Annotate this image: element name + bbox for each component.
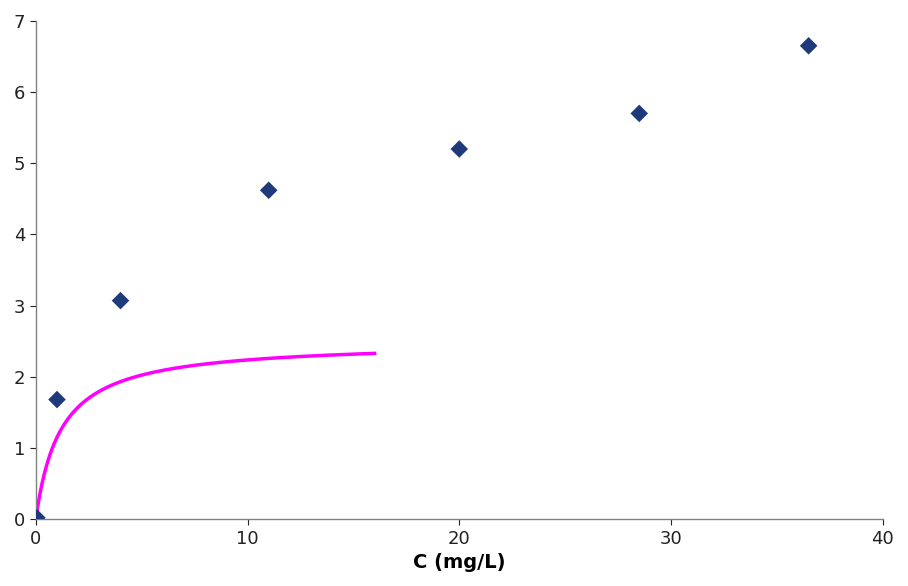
Point [30,513,44,522]
Point [262,186,276,195]
Point [50,395,64,404]
Point [802,41,816,50]
Point [452,144,467,154]
Point [632,109,646,118]
X-axis label: C (mg/L): C (mg/L) [413,553,506,572]
Point [114,296,128,305]
